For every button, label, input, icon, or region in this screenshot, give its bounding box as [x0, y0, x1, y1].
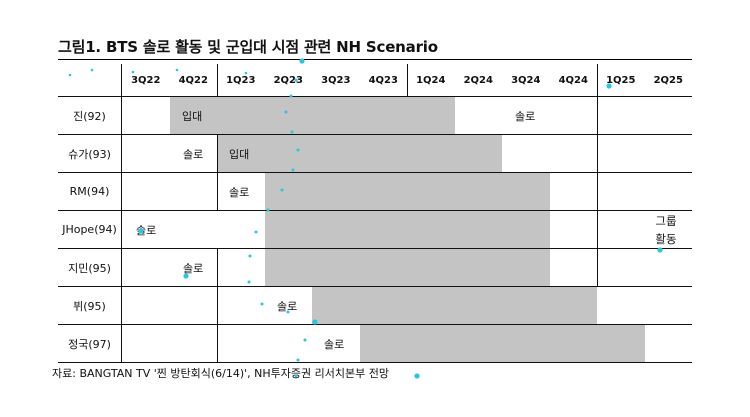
marker-dot: [296, 148, 300, 152]
solo-label: 솔로: [324, 337, 345, 351]
divider-2022: [217, 64, 218, 96]
marker-dot: [244, 71, 248, 75]
enlist-label: 입대: [182, 109, 203, 123]
group-activity-note: 그룹 활동: [646, 212, 686, 248]
shaded-period: [312, 287, 597, 324]
row-rm: RM(94) 솔로: [58, 173, 692, 211]
marker-dot: [299, 58, 305, 64]
solo-label: 솔로: [229, 185, 250, 199]
marker-dot: [286, 310, 290, 314]
member-label: JHope(94): [58, 211, 122, 248]
row-jin: 진(92) 입대 솔로: [58, 97, 692, 135]
shaded-period: [264, 173, 550, 210]
header-row: 3Q22 4Q22 1Q23 2Q23 3Q23 4Q23 1Q24 2Q24 …: [58, 64, 692, 97]
marker-dot: [280, 188, 284, 192]
row-jhope: JHope(94) 솔로: [58, 211, 692, 249]
marker-dot: [68, 73, 72, 77]
row-v: 뷔(95) 솔로: [58, 287, 692, 325]
marker-dot: [303, 338, 307, 342]
divider-2024: [597, 173, 598, 210]
source-note: 자료: BANGTAN TV '찐 방탄회식(6/14)', NH투자증권 리서…: [52, 367, 389, 380]
marker-dot: [414, 373, 420, 379]
marker-dot: [284, 110, 288, 114]
col-1q24: 1Q24: [416, 74, 446, 86]
group-note-line: 활동: [655, 232, 677, 246]
marker-dot: [294, 374, 298, 378]
member-label: 슈가(93): [58, 135, 122, 172]
col-2q25: 2Q25: [653, 74, 683, 86]
marker-dot: [291, 168, 295, 172]
shaded-period: [264, 211, 550, 248]
col-1q25: 1Q25: [606, 74, 636, 86]
marker-dot: [294, 78, 298, 82]
solo-label: 솔로: [515, 109, 536, 123]
shaded-period: [217, 135, 502, 172]
marker-dot: [247, 280, 251, 284]
marker-dot: [183, 273, 189, 279]
col-4q23: 4Q23: [368, 74, 398, 86]
marker-dot: [606, 83, 612, 89]
divider-2024: [597, 135, 598, 172]
scenario-table: 3Q22 4Q22 1Q23 2Q23 3Q23 4Q23 1Q24 2Q24 …: [58, 64, 692, 363]
marker-dot: [131, 70, 135, 74]
solo-label: 솔로: [277, 299, 298, 313]
figure-title: 그림1. BTS 솔로 활동 및 군입대 시점 관련 NH Scenario: [58, 38, 438, 56]
marker-dot: [138, 228, 144, 234]
member-label: RM(94): [58, 173, 122, 210]
group-note-line: 그룹: [655, 214, 677, 228]
marker-dot: [290, 130, 294, 134]
col-3q22: 3Q22: [131, 74, 161, 86]
member-label: 진(92): [58, 97, 122, 134]
marker-dot: [289, 94, 293, 98]
enlist-label: 입대: [229, 147, 250, 161]
row-jungkook: 정국(97) 솔로: [58, 325, 692, 363]
marker-dot: [90, 68, 94, 72]
divider-2022: [217, 135, 218, 172]
marker-dots: [68, 58, 663, 379]
shaded-period: [264, 249, 550, 286]
col-4q24: 4Q24: [558, 74, 588, 86]
divider-2024: [597, 64, 598, 96]
divider-2024: [597, 97, 598, 134]
col-2q24: 2Q24: [463, 74, 493, 86]
member-label: 정국(97): [58, 325, 122, 362]
solo-label: 솔로: [183, 147, 204, 161]
col-3q23: 3Q23: [321, 74, 351, 86]
marker-dot: [248, 254, 252, 258]
header-corner: [58, 64, 122, 96]
divider-2022: [217, 249, 218, 286]
divider-2023: [407, 64, 408, 96]
shaded-period: [169, 97, 455, 134]
marker-dot: [175, 68, 179, 72]
marker-dot: [312, 319, 318, 325]
marker-dot: [254, 230, 258, 234]
col-4q22: 4Q22: [178, 74, 208, 86]
col-3q24: 3Q24: [511, 74, 541, 86]
marker-dot: [296, 358, 300, 362]
marker-dot: [657, 247, 663, 253]
row-jimin: 지민(95) 솔로: [58, 249, 692, 287]
marker-dot: [266, 208, 270, 212]
title-rule: [58, 59, 692, 60]
shaded-period: [359, 325, 645, 362]
divider-2024: [597, 249, 598, 286]
marker-dot: [260, 302, 264, 306]
col-2q23: 2Q23: [273, 74, 303, 86]
divider-2022: [217, 287, 218, 324]
solo-label: 솔로: [183, 261, 204, 275]
col-1q23: 1Q23: [226, 74, 256, 86]
row-suga: 슈가(93) 솔로 입대: [58, 135, 692, 173]
divider-2022: [217, 325, 218, 362]
member-label: 지민(95): [58, 249, 122, 286]
divider-2024: [597, 211, 598, 248]
member-label: 뷔(95): [58, 287, 122, 324]
divider-2022: [217, 173, 218, 210]
